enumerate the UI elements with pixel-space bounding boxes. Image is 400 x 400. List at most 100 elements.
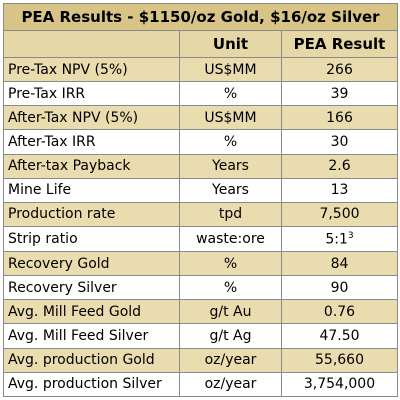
cell-text: 3,754,000 — [303, 376, 376, 393]
result-cell: 166 — [280, 105, 399, 131]
data-row: Mine Life Years 13 — [3, 177, 399, 203]
cell-text: 13 — [330, 182, 349, 199]
cell-text: Strip ratio — [8, 230, 78, 247]
cell-text: 0.76 — [323, 303, 356, 320]
cell-text: 84 — [330, 255, 349, 272]
unit-cell: g/t Au — [179, 299, 282, 325]
row-label: Pre-Tax IRR — [3, 81, 180, 107]
header-cell: Unit — [179, 29, 282, 58]
data-row: Avg. production Silver oz/year 3,754,000 — [3, 371, 399, 398]
result-cell: 13 — [280, 177, 399, 203]
cell-text: 47.50 — [319, 328, 360, 345]
unit-cell: oz/year — [179, 347, 282, 373]
cell-text: % — [223, 255, 238, 272]
data-row: Strip ratio waste:ore 5:13 — [3, 225, 399, 253]
cell-text: Recovery Gold — [8, 255, 110, 272]
cell-text: % — [223, 133, 238, 150]
cell-text: 266 — [326, 61, 353, 78]
result-cell: 47.50 — [280, 323, 399, 349]
data-row: Recovery Silver% 90 — [3, 275, 399, 301]
results-table: PEA Results - $1150/oz Gold, $16/oz Silv… — [2, 3, 399, 398]
result-cell: 7,500 — [280, 201, 399, 227]
row-label: Mine Life — [3, 177, 180, 203]
cell-text: US$MM — [204, 109, 257, 126]
cell-text: g/t Au — [209, 303, 252, 320]
result-cell: 2.6 — [280, 153, 399, 179]
result-cell: 39 — [280, 81, 399, 107]
cell-text: 39 — [330, 85, 349, 102]
cell-text: Pre-Tax NPV (5%) — [8, 61, 128, 78]
table-title: PEA Results - $1150/oz Gold, $16/oz Silv… — [2, 3, 399, 31]
unit-cell: oz/year — [179, 371, 282, 398]
unit-cell: US$MM — [179, 105, 282, 131]
result-cell: 3,754,000 — [280, 371, 399, 398]
header-cell — [3, 29, 180, 58]
cell-text: After-tax Payback — [8, 158, 131, 175]
data-row: After-tax Payback Years 2.6 — [3, 153, 399, 179]
row-label: Avg. Mill Feed Gold — [3, 299, 180, 325]
unit-cell: % — [179, 129, 282, 155]
footnote-mark: 3 — [347, 230, 354, 241]
data-row: Avg. Mill Feed Silver g/t Ag 47.50 — [3, 323, 399, 349]
cell-text: % — [223, 279, 238, 296]
cell-text: Years — [212, 158, 249, 175]
cell-text: oz/year — [204, 352, 257, 369]
row-label: Production rate — [3, 201, 180, 227]
cell-text: 166 — [326, 109, 353, 126]
cell-text: Avg. production Gold — [8, 352, 155, 369]
row-label: Avg. production Silver — [3, 371, 180, 398]
cell-text: Production rate — [8, 206, 116, 223]
data-row: Pre-Tax IRR% 39 — [3, 81, 399, 107]
cell-text: Pre-Tax IRR — [8, 85, 86, 102]
unit-cell: g/t Ag — [179, 323, 282, 349]
unit-cell: waste:ore — [179, 225, 282, 253]
cell-text: 30 — [330, 133, 349, 150]
row-label: Avg. production Gold — [3, 347, 180, 373]
cell-text: Avg. Mill Feed Gold — [8, 303, 142, 320]
title-row: PEA Results - $1150/oz Gold, $16/oz Silv… — [2, 3, 399, 31]
row-label: After-tax Payback — [3, 153, 180, 179]
unit-cell: Years — [179, 153, 282, 179]
cell-text: After-Tax IRR — [8, 133, 96, 150]
cell-text: waste:ore — [196, 230, 265, 247]
result-cell: 0.76 — [280, 299, 399, 325]
unit-cell: % — [179, 275, 282, 301]
cell-text: 5:1 — [325, 231, 348, 248]
data-row: Pre-Tax NPV (5%) US$MM 266 — [3, 56, 399, 83]
row-label: Avg. Mill Feed Silver — [3, 323, 180, 349]
cell-text: After-Tax NPV (5%) — [8, 109, 139, 126]
cell-text: g/t Ag — [209, 328, 252, 345]
cell-text: Years — [212, 182, 249, 199]
row-label: After-Tax NPV (5%) — [3, 105, 180, 131]
data-row: After-Tax IRR% 30 — [3, 129, 399, 155]
result-cell: 266 — [280, 56, 399, 83]
unit-cell: % — [179, 81, 282, 107]
unit-cell: US$MM — [179, 56, 282, 83]
result-cell: 30 — [280, 129, 399, 155]
result-cell: 55,660 — [280, 347, 399, 373]
cell-text: % — [223, 85, 238, 102]
row-label: Recovery Silver — [3, 275, 180, 301]
row-label: Pre-Tax NPV (5%) — [3, 56, 180, 83]
result-cell: 90 — [280, 275, 399, 301]
cell-text: tpd — [218, 206, 243, 223]
cell-text: Avg. production Silver — [8, 376, 162, 393]
data-row: Recovery Gold% 84 — [3, 251, 399, 277]
cell-text: 2.6 — [328, 158, 351, 175]
data-row: Avg. Mill Feed Gold g/t Au 0.76 — [3, 299, 399, 325]
cell-text: US$MM — [204, 61, 257, 78]
cell-text: Avg. Mill Feed Silver — [8, 328, 149, 345]
data-row: Avg. production Gold oz/year 55,660 — [3, 347, 399, 373]
unit-cell: % — [179, 251, 282, 277]
result-cell: 5:13 — [280, 225, 399, 253]
row-label: After-Tax IRR — [3, 129, 180, 155]
cell-text: 90 — [330, 279, 349, 296]
row-label: Strip ratio — [3, 225, 180, 253]
cell-text: oz/year — [204, 376, 257, 393]
cell-text: Recovery Silver — [8, 279, 117, 296]
header-row: Unit PEA Result — [3, 29, 399, 58]
cell-text: 7,500 — [319, 206, 360, 223]
row-label: Recovery Gold — [3, 251, 180, 277]
header-cell: PEA Result — [280, 29, 399, 58]
